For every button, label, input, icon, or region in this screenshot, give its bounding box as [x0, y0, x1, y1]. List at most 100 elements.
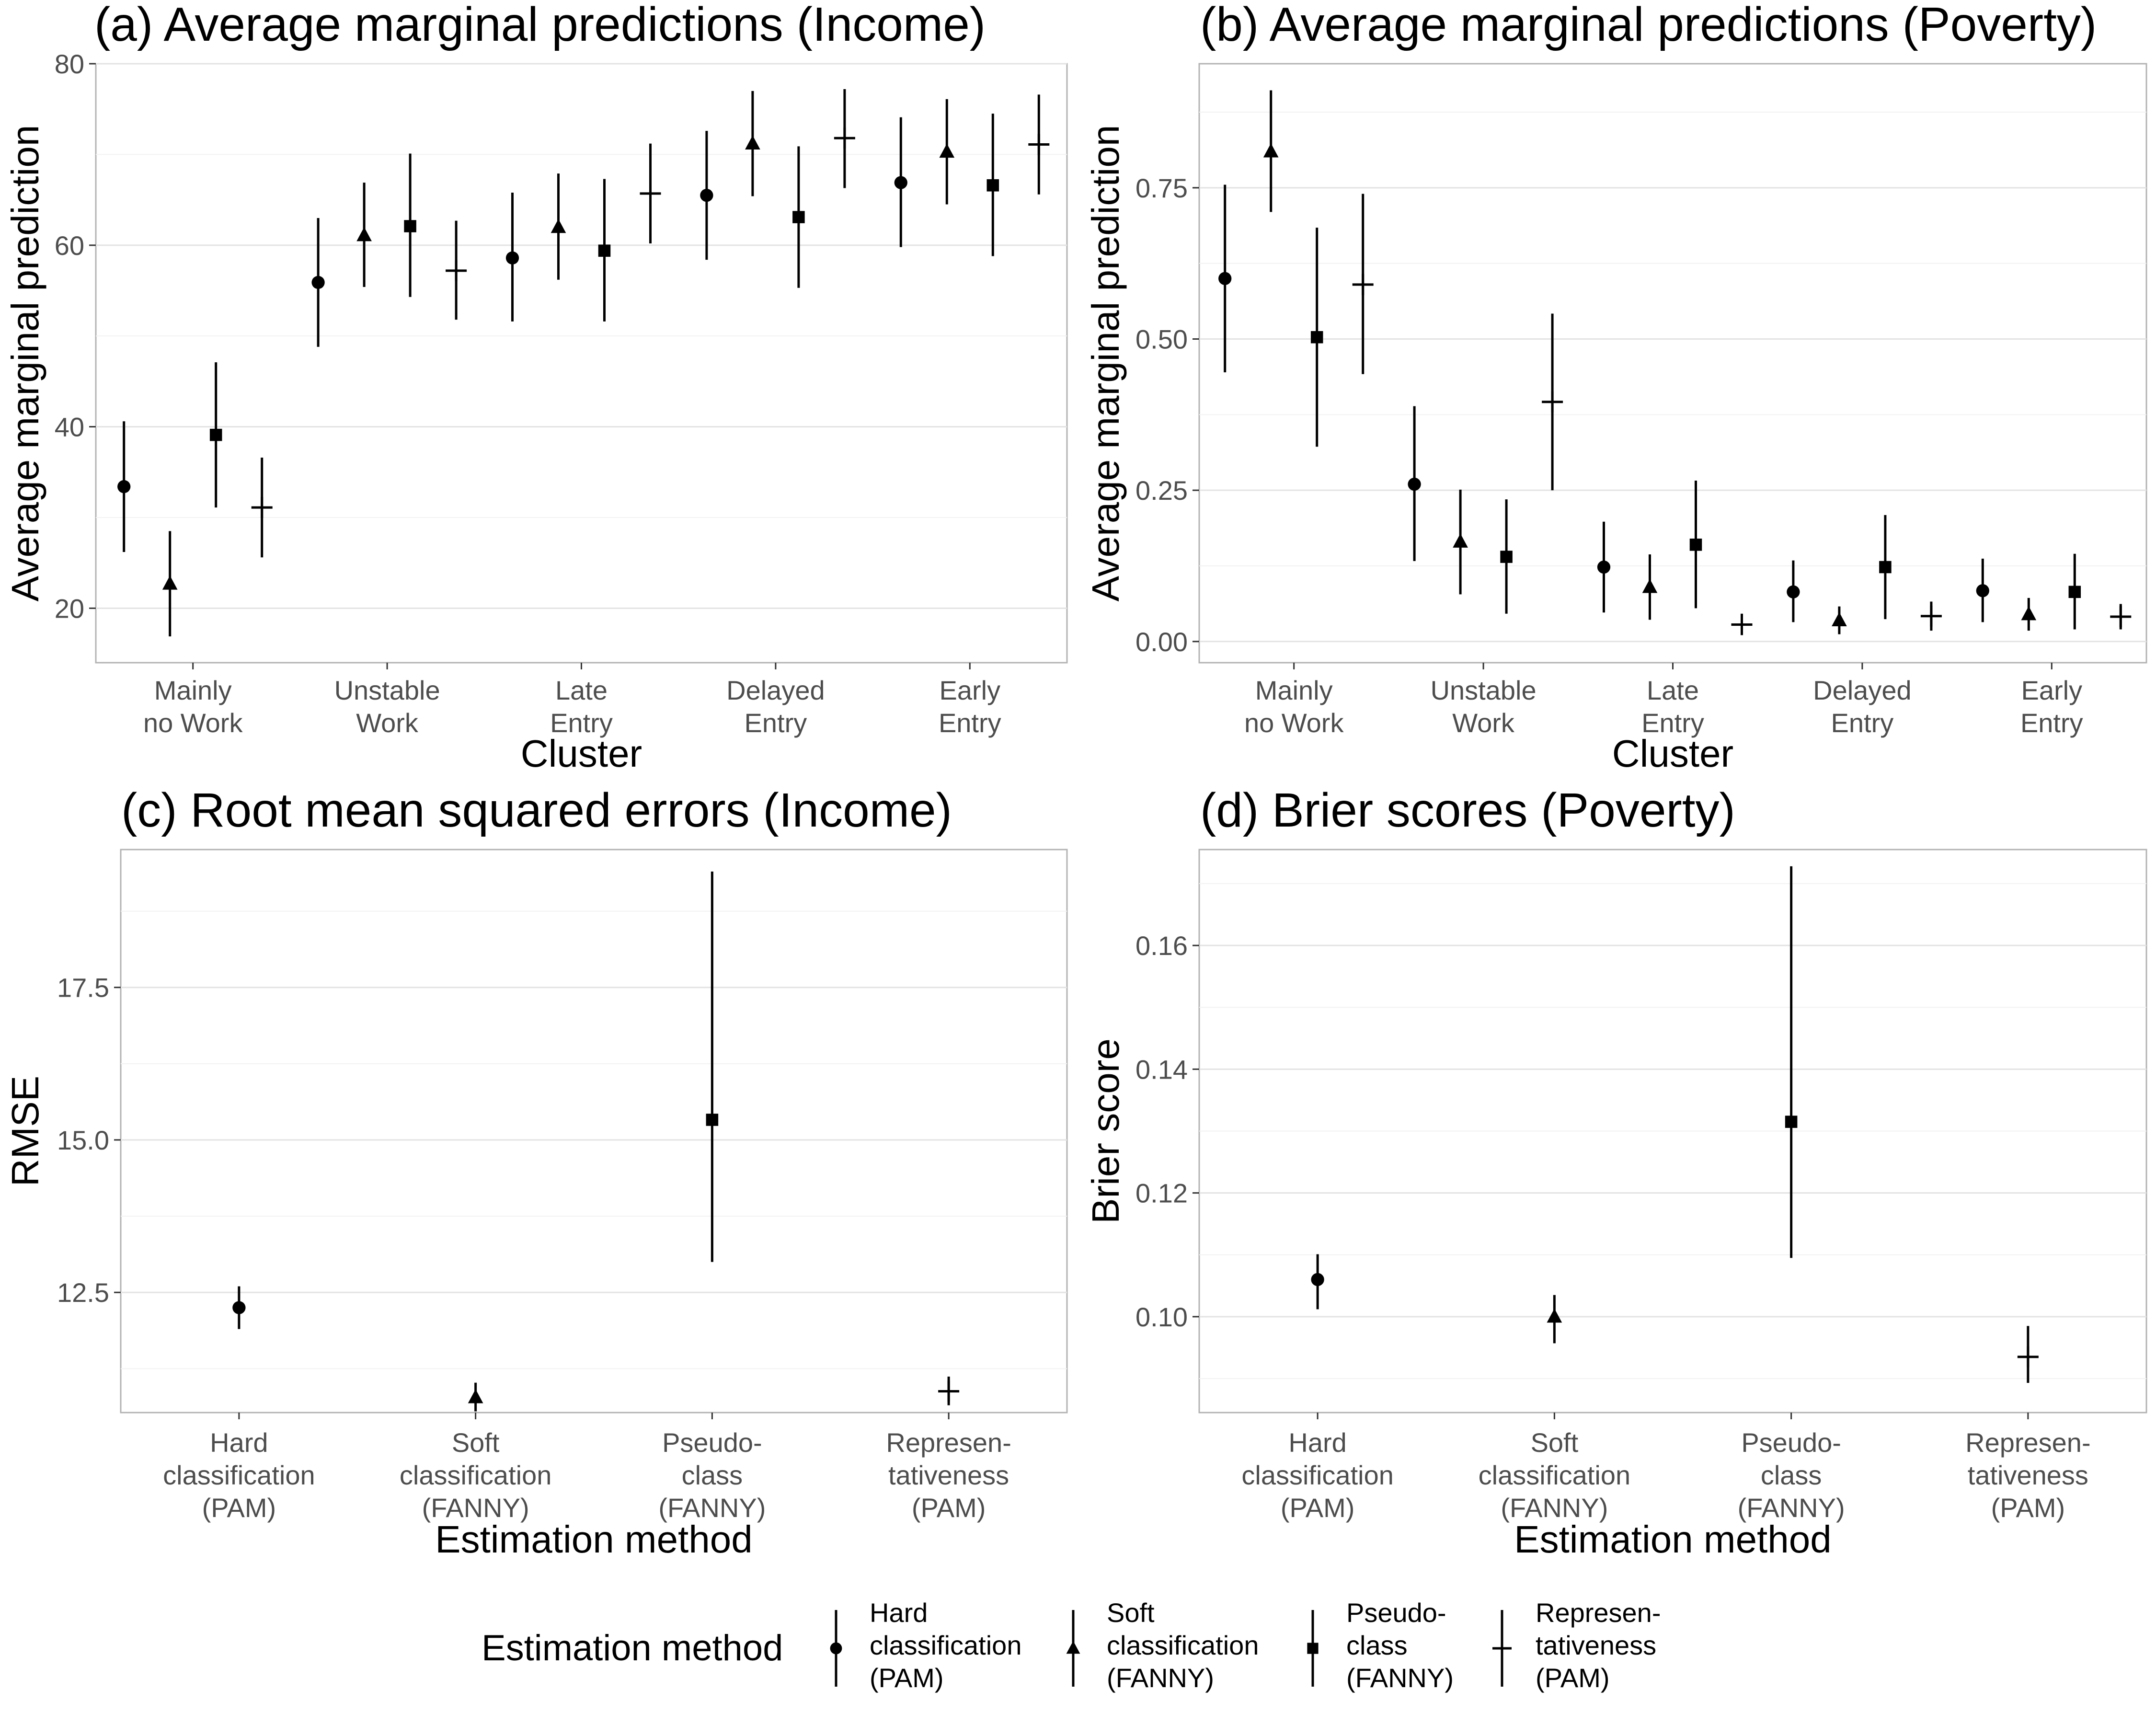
data-point-triangle [2021, 606, 2037, 621]
data-point-plus [446, 260, 467, 281]
x-tick-label-line: no Work [143, 708, 243, 738]
x-tick-label: Early Entry [2020, 675, 2083, 738]
data-point-square [1785, 1116, 1798, 1128]
y-tick-label: 0.10 [1135, 1302, 1188, 1332]
x-tick-label-line: Hard [1288, 1427, 1346, 1458]
x-tick-label-line: Entry [745, 708, 807, 738]
data-point-circle [894, 176, 907, 189]
data-point-triangle [356, 227, 372, 242]
x-tick-label-line: (PAM) [912, 1493, 986, 1523]
x-tick-label-line: Soft [1531, 1427, 1579, 1458]
data-point-triangle [1453, 533, 1468, 548]
x-tick-label-line: Entry [550, 708, 613, 738]
panel-b: 0.00 0.25 0.50 0.75 Mainly no Work Unstable Wor… [1084, 0, 2147, 775]
y-axis-title: Average marginal prediction [4, 125, 46, 602]
x-tick-label: Hard classification (PAM) [1241, 1427, 1393, 1523]
data-point-plus [251, 497, 273, 518]
data-point-circle [505, 251, 519, 264]
x-tick-label-line: Represen- [1965, 1427, 2090, 1458]
data-point-triangle [745, 135, 760, 150]
y-tick-label: 17.5 [57, 973, 109, 1003]
x-tick-label-line: Delayed [726, 675, 825, 705]
data-point-plus [640, 183, 661, 204]
x-tick-label: Hard classification (PAM) [163, 1427, 315, 1523]
x-tick-label-line: tativeness [888, 1460, 1009, 1490]
data-point-plus [1028, 134, 1050, 155]
x-tick-label-line: Entry [1641, 708, 1704, 738]
y-tick-label: 40 [55, 412, 84, 442]
x-tick-label-line: classification [400, 1460, 551, 1490]
y-tick-label: 15.0 [57, 1125, 109, 1155]
data-point-square [404, 220, 416, 232]
panel-title: (c) Root mean squared errors (Income) [121, 783, 952, 837]
x-axis-title: Estimation method [435, 1518, 753, 1561]
data-point-square [209, 428, 222, 441]
x-tick-label-line: Work [1452, 708, 1515, 738]
x-tick-label-line: Late [1647, 675, 1699, 705]
data-point-plus [1542, 391, 1563, 413]
x-tick-label-line: tativeness [1968, 1460, 2088, 1490]
data-point-square [706, 1114, 719, 1126]
y-tick-label: 0.25 [1135, 475, 1188, 506]
x-tick-label-line: classification [1241, 1460, 1393, 1490]
data-point-plus [1731, 614, 1753, 635]
x-tick-label-line: Represen- [886, 1427, 1011, 1458]
x-tick-label-line: Pseudo- [662, 1427, 762, 1458]
data-point-square [598, 244, 611, 257]
legend-label-line: (FANNY) [1346, 1663, 1454, 1693]
data-point-circle [1597, 560, 1611, 574]
data-point-square [1500, 551, 1513, 563]
x-tick-label-line: (PAM) [202, 1493, 276, 1523]
x-tick-label: Soft classification (FANNY) [400, 1427, 551, 1523]
data-point-plus [834, 127, 855, 149]
legend-label-line: Represen- [1536, 1598, 1661, 1628]
y-tick-label: 20 [55, 593, 84, 623]
data-point-plus [1352, 274, 1374, 295]
panel-background [95, 63, 1068, 664]
x-tick-label-line: Mainly [154, 675, 232, 705]
x-tick-label: Unstable Work [334, 675, 440, 738]
x-tick-label: Soft classification (FANNY) [1479, 1427, 1630, 1523]
y-tick-label: 0.00 [1135, 627, 1188, 657]
data-point-circle [117, 480, 131, 494]
panel-title: (d) Brier scores (Poverty) [1200, 783, 1735, 837]
x-tick-label-line: Late [555, 675, 608, 705]
data-point-square [1310, 331, 1323, 344]
x-tick-label-line: class [1761, 1460, 1822, 1490]
data-point-triangle [1832, 612, 1847, 626]
x-tick-label: Late Entry [550, 675, 613, 738]
x-tick-label-line: class [682, 1460, 743, 1490]
x-tick-label: Mainly no Work [1244, 675, 1344, 738]
data-point-triangle [162, 575, 178, 590]
legend-key-plus [1492, 1639, 1512, 1658]
x-tick-label: Pseudo-class (FANNY) [658, 1427, 766, 1523]
data-point-circle [700, 188, 713, 202]
legend-label-line: (FANNY) [1107, 1663, 1214, 1693]
x-tick-label-line: Work [356, 708, 419, 738]
x-tick-label: Early Entry [939, 675, 1001, 738]
data-point-circle [1408, 477, 1421, 491]
data-point-square [986, 179, 999, 192]
legend-label-line: (PAM) [870, 1663, 944, 1693]
legend-label-line: Hard [870, 1598, 928, 1628]
x-tick-label: Pseudo-class (FANNY) [1738, 1427, 1845, 1523]
x-tick-label-line: (PAM) [1991, 1493, 2065, 1523]
y-tick-label: 0.75 [1135, 173, 1188, 203]
legend-label: Soft classification (FANNY) [1107, 1598, 1259, 1693]
x-tick-label-line: (FANNY) [422, 1493, 529, 1523]
x-tick-label-line: classification [163, 1460, 315, 1490]
data-point-triangle [1642, 579, 1658, 593]
x-tick-label-line: Entry [1831, 708, 1894, 738]
x-tick-label-line: Entry [939, 708, 1001, 738]
data-point-circle [1218, 272, 1232, 285]
data-point-plus [2110, 606, 2132, 628]
data-point-triangle [1547, 1308, 1562, 1323]
legend-label-line: (PAM) [1536, 1663, 1610, 1693]
y-axis-title: Average marginal prediction [1084, 125, 1127, 602]
